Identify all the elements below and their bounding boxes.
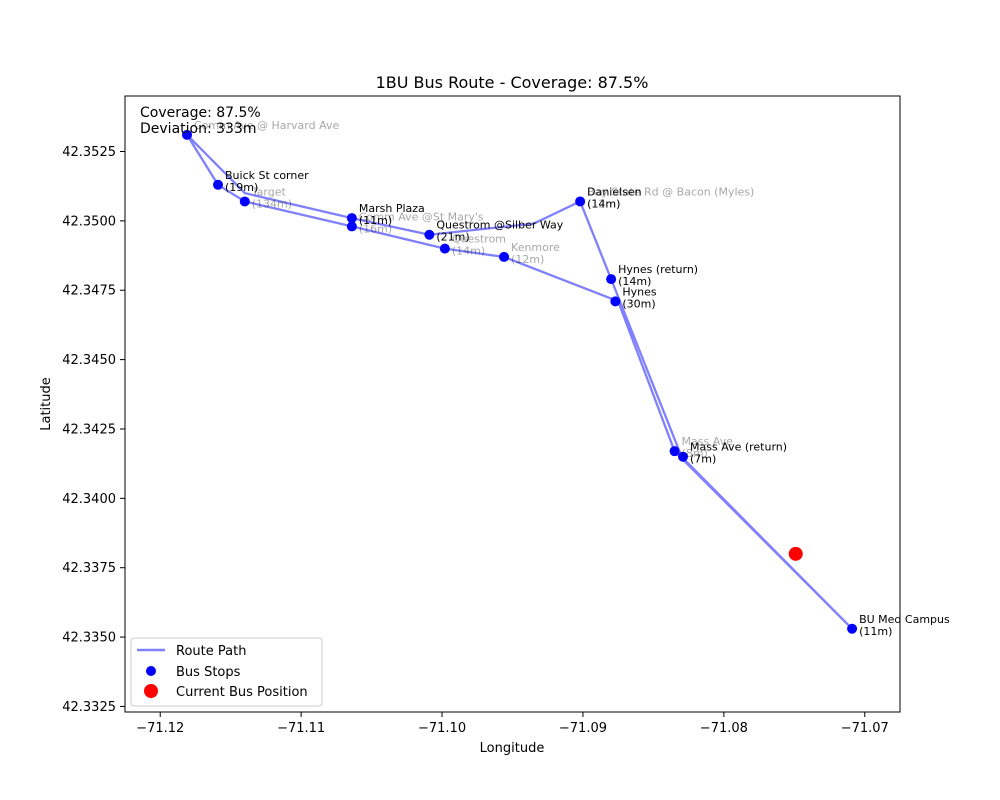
stop-label: (134m) (252, 197, 292, 210)
plot-area (125, 96, 900, 712)
stop-label: (19m) (225, 181, 258, 194)
legend-route-label: Route Path (176, 644, 246, 659)
y-tick-label: 42.3475 (62, 284, 116, 299)
stop-layer (182, 129, 858, 634)
bus-stop-point (439, 243, 450, 254)
info-coverage: Coverage: 87.5% (140, 105, 261, 121)
stop-label: (16m) (359, 222, 392, 235)
stop-label: (14m) (452, 245, 485, 258)
x-axis-ticks: −71.12 −71.11 −71.10 −71.09 −71.08 −71.07 (136, 712, 889, 736)
stop-label: BU Med Campus (859, 613, 950, 626)
stop-label: Marsh Plaza (359, 202, 425, 215)
y-tick-label: 42.3525 (62, 145, 116, 160)
stop-label: (12m) (511, 253, 544, 266)
stop-label: (8m) (682, 447, 708, 460)
y-tick-label: 42.3450 (62, 353, 116, 368)
current-bus-position-point (788, 546, 803, 561)
x-tick-label: −71.12 (136, 721, 184, 736)
stop-label: Danielsen (587, 185, 642, 198)
x-tick-label: −71.09 (559, 721, 607, 736)
stop-label: Questrom (452, 233, 506, 246)
bus-stop-point (239, 196, 250, 207)
stop-label: Target (251, 185, 287, 198)
stop-label: Hynes (return) (618, 263, 698, 276)
stop-label: Questrom @Silber Way (436, 219, 563, 232)
bus-stop-point (213, 179, 223, 190)
stop-label: Hynes (622, 285, 657, 298)
stop-label: (14m) (618, 275, 651, 288)
stop-label: (12m) (587, 197, 620, 210)
bus-position-layer (788, 546, 803, 561)
bus-stop-point (847, 623, 858, 634)
y-tick-label: 42.3325 (62, 700, 116, 715)
x-axis-title: Longitude (480, 741, 545, 756)
stop-label: (30m) (622, 297, 655, 310)
legend-stops-label: Bus Stops (176, 665, 241, 680)
legend: Route Path Bus Stops Current Bus Positio… (130, 637, 323, 707)
y-tick-label: 42.3375 (62, 561, 116, 576)
legend-bus-swatch (144, 684, 158, 698)
x-tick-label: −71.08 (700, 721, 748, 736)
chart-title: 1BU Bus Route - Coverage: 87.5% (376, 73, 649, 92)
stop-label: (7m) (690, 453, 716, 466)
stop-label: Comm Ave @ Harvard Ave (194, 119, 339, 132)
y-tick-label: 42.3500 (62, 214, 116, 229)
bus-stop-point (606, 274, 617, 285)
bus-stop-point (346, 221, 357, 232)
y-tick-label: 42.3425 (62, 422, 116, 437)
info-box: Coverage: 87.5% Deviation: 333m (140, 105, 261, 137)
y-axis-ticks: 42.3325 42.3350 42.3375 42.3400 42.3425 42.34… (62, 145, 125, 715)
legend-bus-label: Current Bus Position (176, 685, 308, 700)
y-tick-label: 42.3400 (62, 492, 116, 507)
bus-stop-point (678, 451, 688, 462)
legend-stops-swatch (146, 666, 156, 676)
stop-label: Bay State Rd @ Bacon (Myles) (587, 185, 754, 198)
stop-label: Mass Ave (return) (690, 441, 787, 454)
x-tick-label: −71.07 (841, 721, 889, 736)
x-tick-label: −71.11 (277, 721, 325, 736)
bus-stop-point (575, 196, 586, 207)
stop-label: Mass Ave (682, 435, 734, 448)
stop-label: Buick St corner (225, 169, 309, 182)
stop-label: (11m) (359, 214, 392, 227)
bus-stop-point (610, 296, 621, 307)
bus-stop-point (424, 229, 435, 240)
stop-label: Comm Ave @St Mary's (359, 210, 484, 223)
bus-stop-point (499, 251, 510, 262)
y-tick-label: 42.3350 (62, 631, 116, 646)
stop-label: (21m) (436, 231, 469, 244)
stop-label: (11m) (859, 625, 892, 638)
legend-frame (130, 637, 323, 707)
bus-stop-point (346, 213, 357, 224)
bus-stop-point (669, 446, 680, 457)
bus-stop-point (182, 129, 192, 140)
stop-label: (14m) (587, 197, 620, 210)
x-tick-label: −71.10 (418, 721, 466, 736)
stop-label-layer: Comm Ave @ Harvard Ave Buick St corner(19… (194, 119, 950, 638)
stop-label: Kenmore (511, 241, 560, 254)
info-deviation: Deviation: 333m (140, 121, 257, 137)
plot-frame (124, 95, 901, 713)
y-axis-title: Latitude (39, 377, 54, 431)
